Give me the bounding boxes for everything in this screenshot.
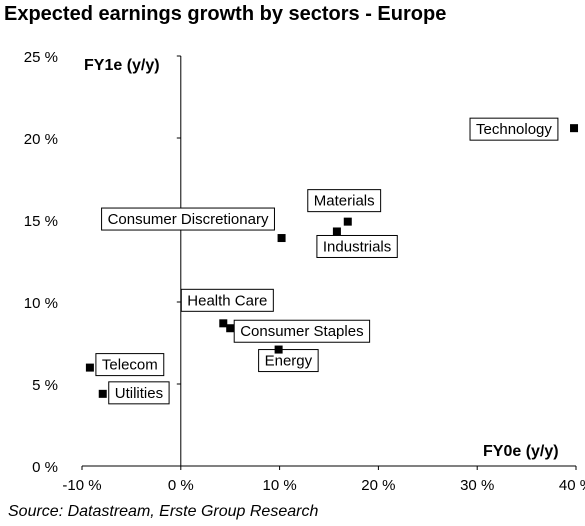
- point-label-box: [258, 349, 319, 373]
- data-point: [277, 234, 286, 243]
- data-point: [226, 324, 235, 333]
- axes: [81, 55, 577, 470]
- point-label: Health Care: [187, 292, 267, 309]
- data-point: [219, 319, 228, 328]
- point-label: Consumer Discretionary: [108, 211, 269, 228]
- point-label: Telecom: [102, 357, 158, 374]
- source-note: Source: Datastream, Erste Group Research: [8, 503, 319, 520]
- point-label-box: [108, 381, 170, 405]
- x-axis-label: FY0e (y/y): [483, 443, 559, 460]
- x-tick-label: 40 %: [559, 477, 585, 494]
- y-tick-label: 10 %: [24, 295, 58, 312]
- y-tick-label: 20 %: [24, 131, 58, 148]
- data-point: [332, 227, 341, 236]
- point-label: Consumer Staples: [240, 323, 363, 340]
- x-tick-label: 30 %: [460, 477, 494, 494]
- y-tick-label: 5 %: [32, 377, 58, 394]
- data-point: [570, 124, 579, 133]
- point-label-box: [469, 117, 559, 141]
- data-point: [343, 217, 352, 226]
- chart-title: Expected earnings growth by sectors - Eu…: [4, 3, 447, 25]
- y-axis-label: FY1e (y/y): [84, 57, 160, 74]
- y-tick-label: 25 %: [24, 49, 58, 66]
- data-point: [85, 363, 94, 372]
- point-label-box: [101, 207, 275, 231]
- x-tick-label: 10 %: [262, 477, 296, 494]
- point-label-box: [180, 288, 274, 312]
- x-tick-label: -10 %: [62, 477, 101, 494]
- point-labels: Technology Materials Industrials Consumer D…: [95, 117, 559, 405]
- point-label: Utilities: [115, 385, 163, 402]
- point-label: Energy: [265, 353, 313, 370]
- x-tick-label: 0 %: [168, 477, 194, 494]
- tick-labels: 0 %5 %10 %15 %20 %25 %-10 % 0 % 10 % 20 % 30…: [24, 49, 585, 494]
- point-label: Technology: [476, 121, 552, 138]
- data-point: [98, 389, 107, 398]
- y-tick-label: 15 %: [24, 213, 58, 230]
- x-tick-label: 20 %: [361, 477, 395, 494]
- y-tick-label: 0 %: [32, 459, 58, 476]
- point-label-box: [316, 234, 398, 258]
- data-points: [85, 124, 579, 398]
- data-point: [274, 345, 283, 354]
- point-label-box: [307, 189, 382, 213]
- point-label: Industrials: [323, 238, 391, 255]
- point-label: Materials: [314, 193, 375, 210]
- point-label-box: [95, 353, 165, 377]
